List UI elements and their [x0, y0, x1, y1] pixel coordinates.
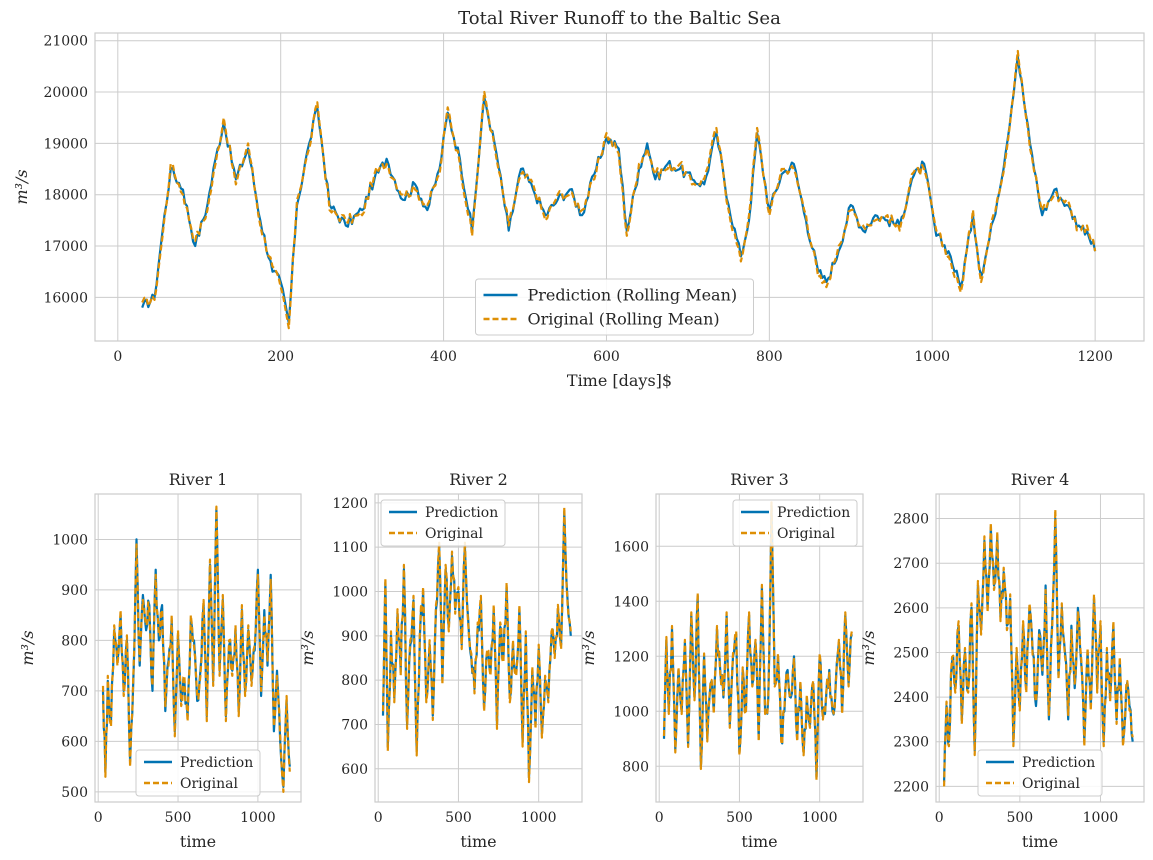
legend: Prediction Original [135, 749, 261, 797]
y-axis-label: m³/s [579, 630, 598, 665]
chart-title: Total River Runoff to the Baltic Sea [458, 8, 781, 29]
y-tick-label: 700 [61, 684, 88, 700]
series-original-line [662, 501, 853, 782]
x-tick-label: 1000 [802, 810, 838, 826]
y-tick-label: 1200 [332, 496, 368, 512]
legend-label-prediction: Prediction [777, 505, 850, 521]
y-axis-label: m³/s [298, 630, 317, 665]
chart-title: River 4 [1011, 470, 1070, 489]
x-axis-label: time [1022, 832, 1058, 851]
x-tick-label: 500 [445, 810, 472, 826]
y-tick-label: 21000 [43, 34, 88, 50]
legend-label-prediction: Prediction [425, 505, 498, 521]
x-tick-label: 1000 [914, 349, 950, 365]
series-original-line [101, 505, 291, 793]
legend: Prediction Original [380, 499, 506, 547]
x-tick-label: 0 [374, 810, 383, 826]
y-tick-label: 900 [341, 629, 368, 645]
chart-title: River 1 [169, 470, 228, 489]
x-tick-label: 0 [655, 810, 664, 826]
legend: Prediction Original [732, 499, 858, 547]
plot-frame [374, 493, 583, 803]
x-axis-label: time [460, 832, 496, 851]
x-tick-label: 1000 [521, 810, 557, 826]
x-tick-label: 800 [756, 349, 783, 365]
x-axis-label: time [180, 832, 216, 851]
y-tick-label: 2300 [893, 735, 929, 751]
plot-frame [94, 493, 302, 803]
legend-label-original: Original [777, 526, 835, 542]
y-tick-label: 700 [341, 717, 368, 733]
chart-panel-1: 0 200 400 600 800 1000 1200 16000 17000 18000 1900… [12, 8, 1145, 390]
y-tick-label: 1000 [613, 704, 649, 720]
legend-box [475, 278, 754, 336]
plot-frame [94, 32, 1145, 342]
x-tick-label: 200 [267, 349, 294, 365]
y-tick-label: 500 [61, 785, 88, 801]
y-tick-label: 16000 [43, 290, 88, 306]
x-axis-label: time [741, 832, 777, 851]
series-original-line [943, 508, 1134, 787]
y-tick-label: 900 [61, 583, 88, 599]
y-tick-label: 800 [622, 759, 649, 775]
y-tick-label: 2200 [893, 779, 929, 795]
y-tick-label: 20000 [43, 85, 88, 101]
y-tick-label: 600 [61, 734, 88, 750]
y-tick-label: 1400 [613, 594, 649, 610]
y-tick-label: 2800 [893, 512, 929, 528]
x-axis-label: Time [days]$ [567, 371, 672, 390]
y-tick-label: 1100 [332, 540, 368, 556]
chart-panel-3: 0 500 1000 600 700 800 900 1000 1100 1200 River 2 t… [298, 470, 583, 851]
y-tick-label: 2600 [893, 601, 929, 617]
y-tick-label: 800 [341, 673, 368, 689]
x-tick-label: 1200 [1077, 349, 1113, 365]
x-tick-label: 400 [430, 349, 457, 365]
x-tick-label: 0 [935, 810, 944, 826]
legend: Prediction (Rolling Mean) Original (Rolli… [475, 278, 754, 336]
chart-panel-4: 0 500 1000 800 1000 1200 1400 1600 River 3 time m³… [579, 470, 864, 851]
y-axis-label: m³/s [859, 630, 878, 665]
legend-label-prediction: Prediction [1022, 755, 1095, 771]
y-tick-label: 2400 [893, 690, 929, 706]
y-tick-label: 600 [341, 762, 368, 778]
y-tick-label: 1600 [613, 539, 649, 555]
legend-label-original: Original [425, 526, 483, 542]
x-tick-label: 0 [94, 810, 103, 826]
x-tick-label: 1000 [1083, 810, 1119, 826]
legend-label-prediction: Prediction [180, 755, 253, 771]
legend-label-original: Original (Rolling Mean) [528, 310, 720, 329]
legend-label-prediction: Prediction (Rolling Mean) [528, 286, 738, 305]
y-tick-label: 1000 [52, 532, 88, 548]
series-original-line [381, 506, 572, 784]
y-tick-label: 1200 [613, 649, 649, 665]
chart-panel-2: 0 500 1000 500 600 700 800 900 1000 River 1 time m³… [18, 470, 302, 851]
plot-frame [655, 493, 864, 803]
series-original-line [141, 49, 1097, 330]
x-tick-label: 600 [593, 349, 620, 365]
y-tick-label: 800 [61, 633, 88, 649]
plot-frame [935, 493, 1145, 803]
y-tick-label: 17000 [43, 239, 88, 255]
x-tick-label: 0 [113, 349, 122, 365]
chart-panel-5: 0 500 1000 2200 2300 2400 2500 2600 2700 2800 Rive… [859, 470, 1145, 851]
x-tick-label: 1000 [240, 810, 276, 826]
y-tick-label: 1000 [332, 584, 368, 600]
y-tick-label: 2500 [893, 645, 929, 661]
y-tick-label: 2700 [893, 556, 929, 572]
legend-label-original: Original [180, 776, 238, 792]
legend-label-original: Original [1022, 776, 1080, 792]
y-tick-label: 18000 [43, 188, 88, 204]
y-axis-label: m³/s [18, 630, 37, 665]
x-tick-label: 500 [165, 810, 192, 826]
chart-title: River 2 [449, 470, 508, 489]
x-tick-label: 500 [1006, 810, 1033, 826]
y-tick-label: 19000 [43, 136, 88, 152]
x-tick-label: 500 [726, 810, 753, 826]
y-axis-label: m³/s [12, 169, 31, 204]
legend: Prediction Original [977, 749, 1103, 797]
chart-title: River 3 [730, 470, 789, 489]
